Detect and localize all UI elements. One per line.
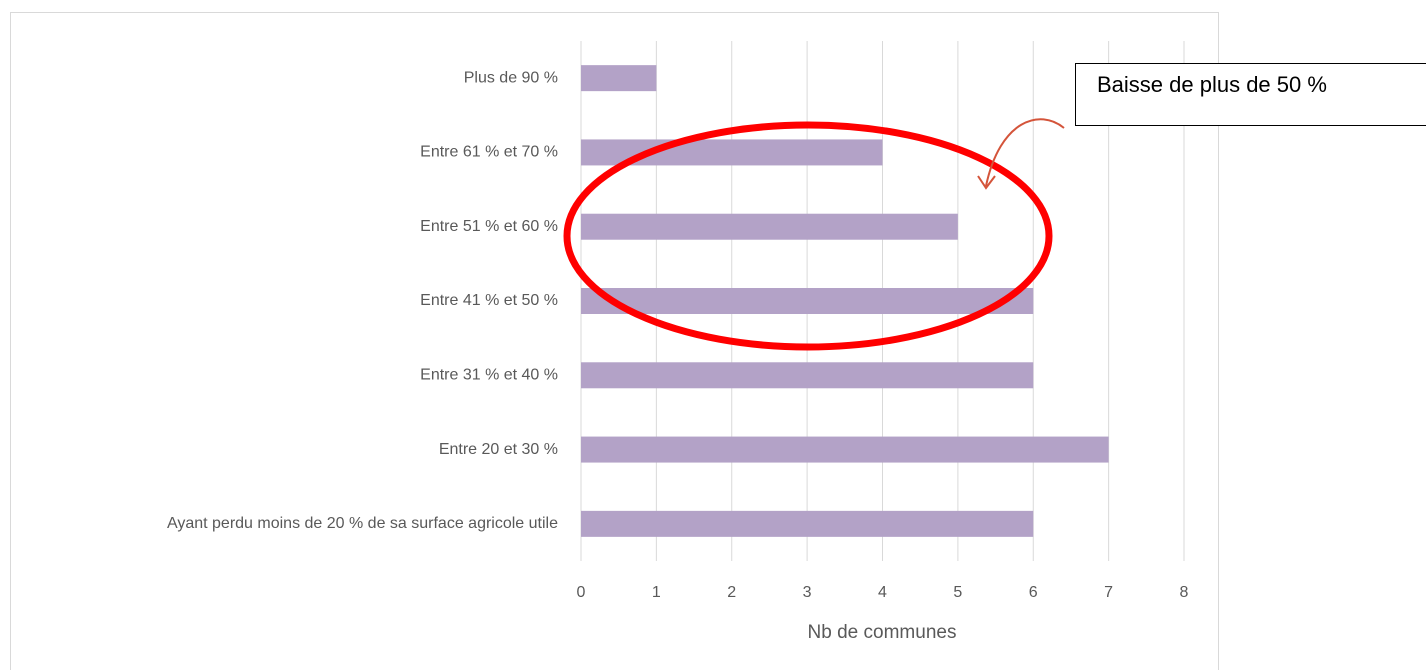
annotation-box <box>1075 63 1426 126</box>
bar <box>581 362 1034 389</box>
arrow <box>985 118 1065 187</box>
y-tick-label: Entre 31 % et 40 % <box>420 367 558 384</box>
bar <box>581 65 657 92</box>
y-tick-label: Entre 20 et 30 % <box>439 441 558 458</box>
x-tick-label: 3 <box>803 584 812 601</box>
bar <box>581 510 1034 537</box>
annotation: Baisse de plus de 50 % <box>1097 72 1327 97</box>
x-tick-label: 1 <box>652 584 661 601</box>
x-tick-label: 6 <box>1029 584 1038 601</box>
plot-area: 0 1 2 3 4 5 6 7 8 Plus de 90 % Entre 61 % et 70 % E… <box>167 41 1189 601</box>
y-tick-label: Entre 41 % et 50 % <box>420 292 558 309</box>
x-tick-label: 4 <box>878 584 887 601</box>
y-tick-label: Plus de 90 % <box>464 69 558 86</box>
y-tick-label: Entre 61 % et 70 % <box>420 144 558 161</box>
arrow-head <box>977 175 996 190</box>
y-tick-label: Ayant perdu moins de 20 % de sa surface … <box>167 515 558 532</box>
x-tick-label: 8 <box>1180 584 1189 601</box>
x-tick-label: 2 <box>727 584 736 601</box>
y-tick-label: Entre 51 % et 60 % <box>420 218 558 235</box>
x-tick-label: 5 <box>953 584 962 601</box>
bar <box>581 288 1034 314</box>
chart-border <box>10 12 1219 670</box>
highlight-ellipse <box>563 121 1053 351</box>
bar <box>581 213 958 240</box>
bar <box>581 436 1109 463</box>
x-axis-label: Nb de communes <box>808 622 957 643</box>
x-tick-label: 0 <box>577 584 586 601</box>
x-tick-label: 7 <box>1104 584 1113 601</box>
